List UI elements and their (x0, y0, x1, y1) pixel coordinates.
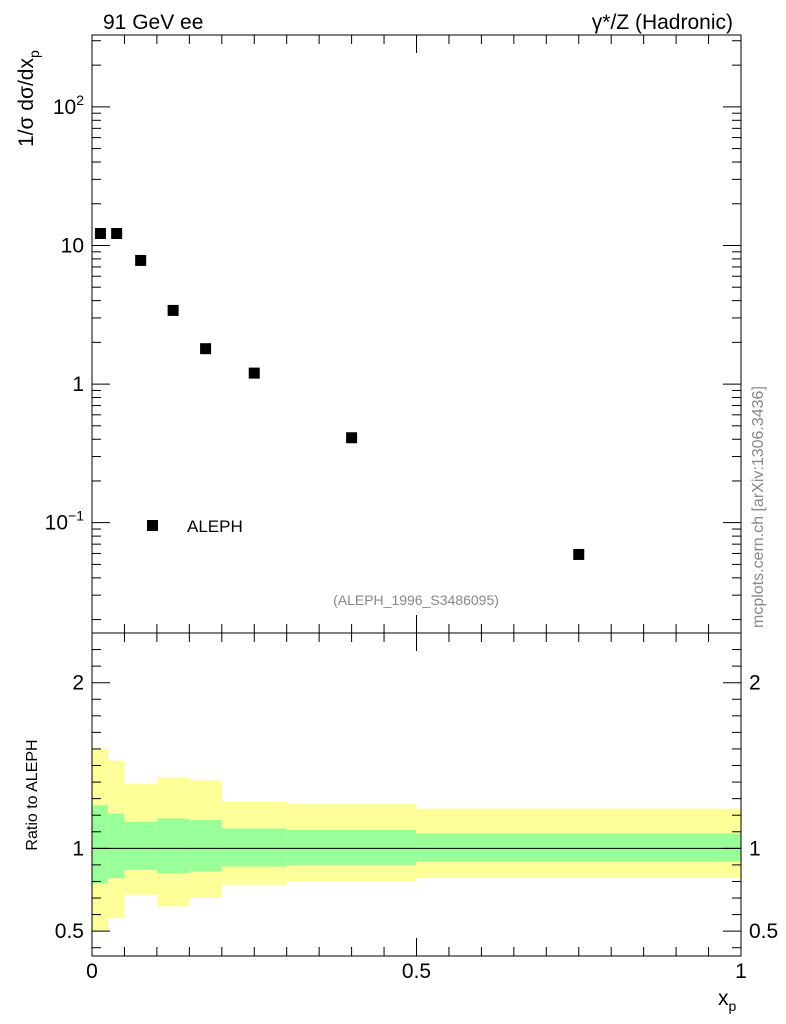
ratio-inner-band-5 (221, 828, 287, 867)
data-point (200, 343, 212, 355)
ratio-y-tick-label: 1 (72, 837, 84, 860)
ratio-panel: 0.5 0.51 12 20 0.5 1 (55, 632, 778, 983)
ratio-inner-band-3 (156, 818, 190, 874)
data-point (573, 548, 585, 560)
data-point (346, 432, 358, 444)
legend-marker (147, 520, 158, 531)
ratio-inner-band-6 (286, 830, 417, 865)
x-tick-label: 1 (735, 960, 747, 983)
ratio-y-tick-label-right: 0.5 (749, 920, 778, 943)
x-tick-label: 0 (86, 960, 98, 983)
ratio-y-tick-label: 0.5 (55, 920, 84, 943)
header-right-label: γ*/Z (Hadronic) (592, 11, 733, 34)
top-y-tick-label: 10−1 (45, 508, 85, 535)
legend-label: ALEPH (187, 517, 243, 536)
ratio-y-tick-label-right: 1 (749, 837, 761, 860)
ratio-inner-band-2 (124, 821, 157, 870)
ratio-inner-band-1 (108, 813, 125, 879)
top-y-tick-label: 1 (72, 373, 84, 396)
ratio-inner-band-7 (416, 833, 741, 862)
analysis-id: (ALEPH_1996_S3486095) (333, 592, 499, 608)
header-left-label: 91 GeV ee (103, 11, 203, 34)
ratio-inner-band-4 (189, 820, 222, 872)
top-y-axis-title: 1/σ dσ/dxp (15, 50, 42, 147)
data-point (135, 254, 147, 266)
data-point (248, 367, 260, 379)
watermark: mcplots.cern.ch [arXiv:1306.3436] (750, 386, 767, 628)
ratio-y-axis-title: Ratio to ALEPH (24, 739, 41, 850)
top-panel: 10−1 1 10 102 ALEPH (45, 34, 742, 634)
data-point (111, 228, 123, 240)
top-y-tick-label: 10 (61, 234, 84, 257)
data-point (167, 304, 179, 316)
top-y-tick-label: 102 (53, 92, 84, 119)
x-tick-label: 0.5 (402, 960, 431, 983)
data-point (94, 228, 106, 240)
x-axis-title: xp (718, 987, 737, 1014)
ratio-y-tick-label: 2 (72, 672, 84, 695)
ratio-y-tick-label-right: 2 (749, 672, 761, 695)
top-plot-frame (91, 34, 742, 634)
ratio-inner-band-0 (92, 805, 109, 884)
